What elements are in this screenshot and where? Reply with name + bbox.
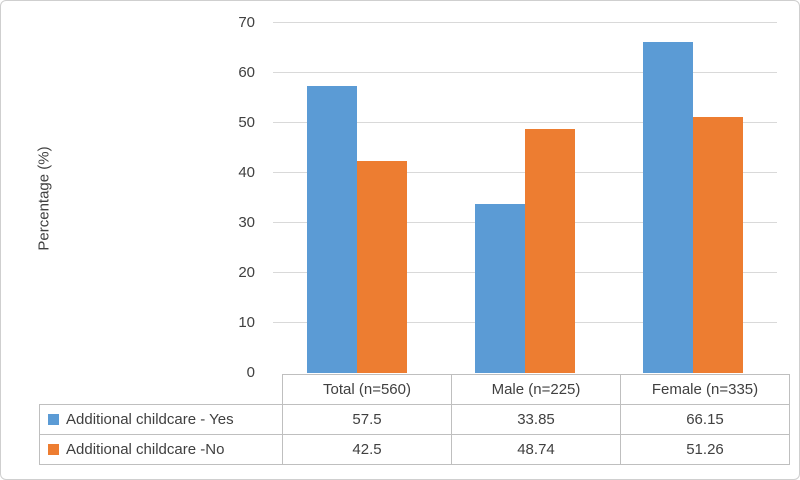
data-table: Total (n=560) Male (n=225) Female (n=335… — [39, 374, 790, 465]
table-corner-cell — [40, 375, 283, 405]
gridline — [273, 122, 777, 123]
bar — [693, 116, 743, 373]
legend-item-yes: Additional childcare - Yes — [39, 404, 283, 435]
y-tick-label: 20 — [238, 264, 255, 281]
bar — [643, 42, 693, 373]
y-tick-label: 0 — [246, 364, 255, 381]
legend-label-no: Additional childcare -No — [66, 441, 225, 458]
gridline — [273, 72, 777, 73]
table-value: 42.5 — [282, 434, 452, 465]
table-value: 33.85 — [451, 404, 621, 435]
y-tick-label: 70 — [238, 14, 255, 31]
table-value: 66.15 — [620, 404, 790, 435]
table-value: 48.74 — [451, 434, 621, 465]
y-axis: 0 10 20 30 40 50 60 70 — [1, 14, 257, 381]
table-value: 57.5 — [282, 404, 452, 435]
category-header: Male (n=225) — [451, 374, 621, 405]
category-header: Total (n=560) — [282, 374, 452, 405]
bar — [357, 160, 407, 373]
y-tick-label: 60 — [238, 64, 255, 81]
plot-area — [273, 22, 777, 373]
bar — [475, 203, 525, 373]
bar — [525, 129, 575, 373]
bar — [307, 85, 357, 373]
y-tick-label: 50 — [238, 114, 255, 131]
legend-swatch-yes — [48, 414, 59, 425]
y-tick-label: 40 — [238, 164, 255, 181]
table-value: 51.26 — [620, 434, 790, 465]
table-row-series-yes: Additional childcare - Yes 57.5 33.85 66… — [39, 404, 790, 435]
gridline — [273, 22, 777, 23]
table-row-series-no: Additional childcare -No 42.5 48.74 51.2… — [39, 434, 790, 465]
y-tick-label: 10 — [238, 314, 255, 331]
table-header-row: Total (n=560) Male (n=225) Female (n=335… — [40, 374, 790, 405]
category-header: Female (n=335) — [620, 374, 790, 405]
legend-swatch-no — [48, 444, 59, 455]
legend-item-no: Additional childcare -No — [39, 434, 283, 465]
legend-label-yes: Additional childcare - Yes — [66, 411, 234, 428]
y-tick-label: 30 — [238, 214, 255, 231]
